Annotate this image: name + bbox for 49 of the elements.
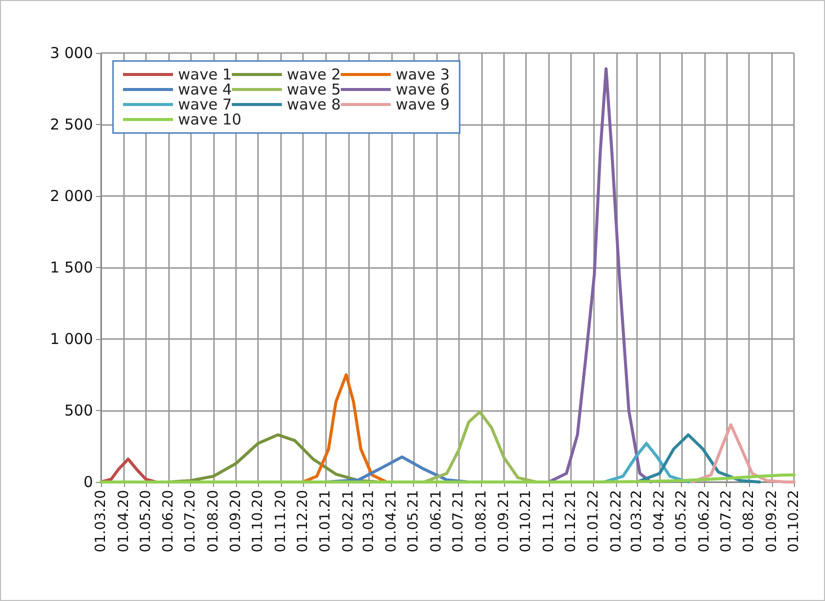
y-tick-label: 1 500 (50, 258, 93, 276)
legend-label: wave 7 (178, 96, 232, 114)
x-tick-label: 01.07.22 (718, 490, 734, 552)
x-tick-label: 01.10.22 (786, 490, 802, 552)
x-tick-label: 01.09.22 (764, 490, 780, 552)
x-tick-label: 01.08.21 (473, 490, 490, 552)
y-tick-label: 3 000 (50, 44, 93, 62)
x-tick-label: 01.07.21 (450, 490, 467, 552)
x-tick-label: 01.11.20 (272, 490, 289, 552)
legend-label: wave 8 (286, 96, 341, 114)
legend-label: wave 6 (396, 80, 450, 98)
x-tick-label: 01.03.22 (628, 490, 645, 552)
x-tick-label: 01.06.21 (428, 490, 444, 552)
y-tick-label: 2 000 (50, 187, 93, 205)
legend-label: wave 2 (286, 66, 341, 84)
x-tick-label: 01.11.21 (540, 490, 557, 552)
legend-label: wave 9 (396, 96, 450, 114)
x-tick-label: 01.12.20 (294, 490, 311, 552)
x-tick-label: 01.07.20 (182, 490, 199, 552)
x-tick-label: 01.04.20 (116, 490, 132, 552)
legend-label: wave 10 (178, 110, 242, 128)
y-tick-label: 1 000 (50, 330, 93, 348)
x-tick-label: 01.06.22 (696, 490, 712, 552)
x-tick-label: 01.05.22 (674, 490, 690, 552)
x-tick-label: 01.05.20 (138, 490, 154, 552)
legend-label: wave 5 (286, 80, 341, 98)
y-tick-label: 0 (83, 473, 93, 491)
x-tick-label: 01.02.21 (340, 490, 356, 552)
x-tick-label: 01.08.22 (741, 490, 758, 552)
x-tick-label: 01.04.21 (384, 490, 400, 552)
x-tick-label: 01.03.20 (93, 490, 109, 552)
x-tick-label: 01.10.21 (518, 490, 534, 552)
y-tick-label: 500 (64, 402, 93, 420)
x-tick-label: 01.05.21 (406, 490, 422, 552)
x-tick-label: 01.03.21 (360, 490, 377, 552)
x-tick-label: 01.02.22 (608, 490, 624, 552)
x-tick-label: 01.01.21 (318, 490, 334, 552)
x-tick-label: 01.08.20 (205, 490, 222, 552)
x-tick-label: 01.09.20 (228, 490, 244, 552)
legend-label: wave 3 (396, 66, 450, 84)
legend-label: wave 1 (178, 66, 232, 84)
legend-label: wave 4 (178, 80, 232, 98)
x-tick-label: 01.12.21 (562, 490, 579, 552)
x-tick-label: 01.10.20 (250, 490, 266, 552)
x-tick-label: 01.01.22 (586, 490, 602, 552)
x-tick-label: 01.04.22 (652, 490, 668, 552)
x-tick-label: 01.06.20 (160, 490, 177, 552)
x-tick-label: 01.09.21 (496, 490, 512, 552)
y-tick-label: 2 500 (50, 116, 93, 134)
